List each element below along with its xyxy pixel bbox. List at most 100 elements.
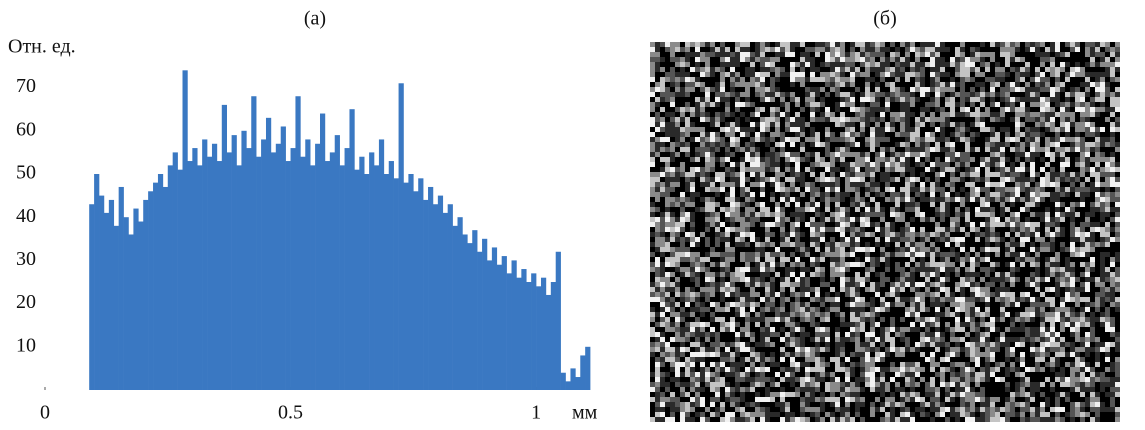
bar — [354, 169, 360, 390]
bar — [226, 152, 232, 390]
bar — [452, 225, 458, 390]
bar — [251, 96, 257, 391]
x-tick-label: 0 — [40, 402, 50, 424]
y-tick-label: 10 — [16, 334, 36, 356]
bar — [565, 381, 571, 390]
bar — [486, 260, 493, 390]
bar — [418, 178, 424, 390]
x-tick-label: 0.5 — [278, 402, 303, 424]
bar — [339, 165, 345, 390]
bar — [295, 96, 301, 391]
bar — [324, 161, 331, 390]
bar — [320, 113, 326, 391]
noise-pixels — [650, 42, 1120, 422]
bar — [143, 199, 149, 390]
y-tick-label: 50 — [16, 162, 36, 184]
bar — [207, 156, 213, 390]
bar — [99, 195, 105, 390]
bar — [540, 277, 547, 390]
bar — [123, 217, 129, 390]
bar — [521, 269, 527, 390]
x-tick-label: 1 — [531, 402, 541, 424]
bar — [462, 234, 468, 390]
bar — [457, 217, 463, 390]
bar — [138, 221, 144, 390]
bar — [256, 156, 262, 390]
bar — [413, 191, 419, 390]
bar — [393, 178, 399, 390]
noise-image — [650, 42, 1120, 422]
bar — [575, 377, 581, 390]
bar — [432, 204, 439, 390]
bar — [280, 126, 286, 390]
bar — [408, 174, 414, 390]
bar — [315, 143, 321, 390]
bar — [182, 70, 188, 390]
chart-title: (а) — [304, 8, 326, 30]
bar — [550, 282, 557, 390]
bar — [447, 204, 453, 390]
bar — [467, 243, 473, 390]
image-title: (б) — [873, 8, 897, 30]
bar — [545, 294, 552, 390]
bar — [477, 251, 483, 390]
bar — [187, 161, 193, 390]
bar — [177, 169, 183, 390]
bar — [216, 161, 223, 390]
bar — [472, 230, 478, 390]
bar — [197, 165, 203, 390]
bar — [369, 152, 375, 390]
bar — [211, 143, 218, 390]
noise-pixels — [650, 42, 1120, 422]
bar — [580, 355, 586, 390]
bar — [349, 109, 355, 390]
bar — [270, 152, 277, 390]
bar — [511, 260, 517, 390]
bar — [329, 152, 336, 390]
bar — [246, 148, 252, 390]
bar — [437, 195, 444, 390]
bar — [94, 174, 100, 390]
bar — [167, 165, 173, 390]
bar — [423, 199, 429, 390]
bar — [172, 152, 178, 390]
bar — [334, 135, 340, 390]
bar — [536, 286, 542, 390]
bar — [516, 277, 522, 390]
bar — [103, 212, 110, 390]
bar — [398, 83, 404, 390]
bar — [221, 104, 227, 390]
bar — [526, 282, 532, 390]
bar — [501, 256, 507, 390]
bar — [570, 368, 576, 390]
bar — [265, 117, 272, 390]
bar — [560, 372, 566, 390]
bar — [344, 148, 350, 390]
bar — [192, 148, 198, 390]
bar — [128, 234, 134, 390]
bar — [442, 212, 448, 390]
bar — [113, 225, 119, 390]
bar — [300, 156, 306, 390]
bar — [285, 161, 291, 390]
bar — [403, 182, 409, 390]
bar — [482, 238, 488, 390]
bar — [378, 139, 385, 390]
y-tick-label: 40 — [16, 205, 36, 227]
noise-pixels — [650, 42, 1120, 422]
bar — [202, 139, 208, 390]
bar — [162, 186, 169, 390]
y-tick-label: 60 — [16, 118, 36, 140]
bar — [310, 165, 316, 390]
bar — [118, 186, 124, 390]
bar — [157, 174, 164, 390]
bar — [364, 174, 370, 390]
bar — [241, 130, 247, 391]
bar — [374, 165, 380, 390]
bar — [585, 346, 591, 390]
bar — [531, 273, 537, 390]
y-tick-label: 20 — [16, 291, 36, 313]
noise-pixels — [650, 42, 1120, 422]
bar — [555, 251, 561, 390]
